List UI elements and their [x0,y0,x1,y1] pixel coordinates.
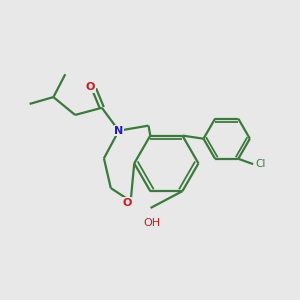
Text: OH: OH [143,218,161,228]
Text: N: N [114,126,123,136]
Text: Cl: Cl [255,159,265,169]
Text: O: O [86,82,95,92]
Text: O: O [122,198,132,208]
